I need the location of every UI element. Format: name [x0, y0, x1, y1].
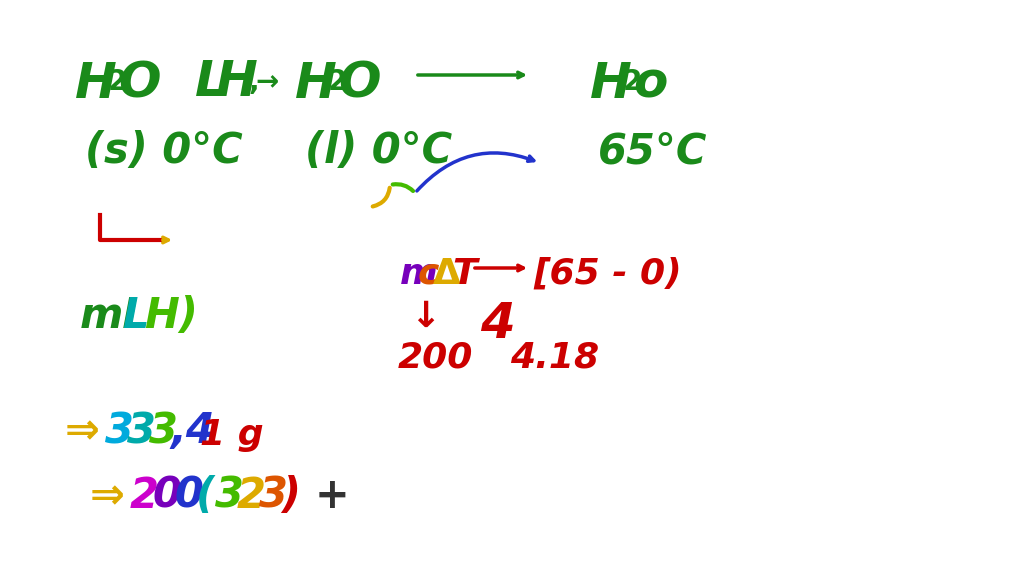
Text: ,: , — [248, 68, 259, 96]
Text: 2: 2 — [108, 68, 127, 96]
Text: O: O — [338, 60, 381, 108]
Text: Δ: Δ — [433, 257, 461, 291]
Text: 0: 0 — [152, 475, 181, 517]
Text: 65°C: 65°C — [598, 130, 708, 172]
Text: H: H — [590, 60, 632, 108]
Text: o: o — [633, 60, 668, 108]
Text: 0: 0 — [174, 475, 203, 517]
Text: 3: 3 — [150, 410, 178, 452]
Text: 200: 200 — [398, 340, 473, 374]
Text: H): H) — [144, 295, 198, 337]
Text: 1 g: 1 g — [200, 418, 263, 452]
Text: ↓: ↓ — [410, 300, 440, 334]
Text: ⇒: ⇒ — [90, 475, 125, 517]
Text: 4: 4 — [480, 300, 515, 348]
Text: 3: 3 — [215, 475, 244, 517]
Text: 4.18: 4.18 — [510, 340, 599, 374]
Text: L: L — [122, 295, 148, 337]
Text: [65 - 0): [65 - 0) — [534, 257, 682, 291]
Text: T: T — [452, 257, 476, 291]
Text: O: O — [118, 60, 161, 108]
Text: H: H — [75, 60, 117, 108]
Text: ,4: ,4 — [170, 410, 215, 452]
Text: ⇒: ⇒ — [65, 410, 100, 452]
Text: H: H — [216, 58, 258, 106]
Text: 2: 2 — [328, 68, 347, 96]
Text: 3: 3 — [127, 410, 156, 452]
Text: (: ( — [196, 475, 215, 517]
Text: 3: 3 — [105, 410, 134, 452]
Text: (l) 0°C: (l) 0°C — [305, 130, 453, 172]
Text: +: + — [315, 475, 350, 517]
Text: m: m — [400, 257, 437, 291]
Text: mL: mL — [80, 295, 150, 337]
Text: ): ) — [281, 475, 300, 517]
Text: 2: 2 — [130, 475, 159, 517]
Text: 2: 2 — [623, 68, 642, 96]
Text: c: c — [418, 257, 439, 291]
Text: 3: 3 — [259, 475, 288, 517]
Text: H: H — [295, 60, 337, 108]
Text: L: L — [195, 58, 227, 106]
Text: (s) 0°C: (s) 0°C — [85, 130, 243, 172]
Text: 2: 2 — [237, 475, 266, 517]
Text: →: → — [255, 68, 279, 96]
